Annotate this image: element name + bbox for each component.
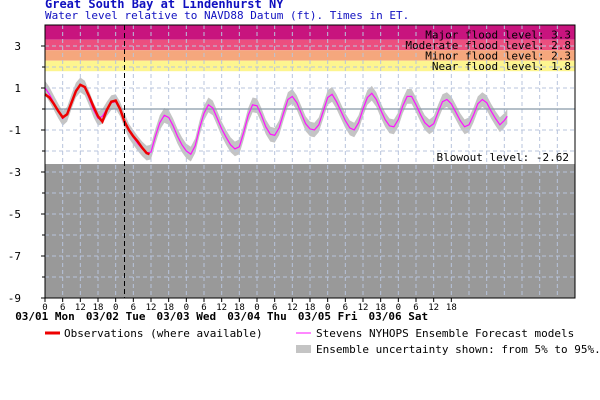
observations-line <box>44 83 150 156</box>
x-tick-label: 0 <box>113 303 118 313</box>
x-tick-label: 6 <box>60 303 65 313</box>
y-tick-label: -3 <box>8 166 21 179</box>
x-tick-label: 0 <box>42 303 47 313</box>
x-tick-label: 18 <box>234 303 245 313</box>
x-tick-label: 0 <box>254 303 259 313</box>
flood-level-label: Near flood level: 1.8 <box>432 60 571 73</box>
x-tick-label: 18 <box>305 303 316 313</box>
flood-level-label: Moderate flood level: 2.8 <box>405 39 571 52</box>
x-tick-label: 6 <box>201 303 206 313</box>
x-tick-label: 0 <box>325 303 330 313</box>
flood-band-2 <box>45 39 575 51</box>
x-tick-label: 12 <box>216 303 227 313</box>
x-tick-label: 12 <box>287 303 298 313</box>
y-tick-label: -1 <box>8 124 21 137</box>
legend-uncertainty-swatch <box>296 345 311 353</box>
x-tick-label: 18 <box>375 303 386 313</box>
x-tick-label: 12 <box>428 303 439 313</box>
flood-level-label: Minor flood level: 2.3 <box>425 50 571 63</box>
x-day-label: 03/02 Tue <box>86 310 146 323</box>
flood-band-4 <box>45 60 575 72</box>
flood-level-label: Major flood level: 3.3 <box>425 29 571 42</box>
x-day-label: 03/05 Fri <box>298 310 358 323</box>
x-tick-label: 12 <box>75 303 86 313</box>
x-tick-label: 6 <box>343 303 348 313</box>
x-tick-label: 0 <box>396 303 401 313</box>
y-tick-label: -5 <box>8 208 21 221</box>
x-tick-label: 6 <box>413 303 418 313</box>
x-tick-label: 18 <box>446 303 457 313</box>
x-day-label: 03/03 Wed <box>157 310 217 323</box>
x-tick-label: 6 <box>131 303 136 313</box>
x-tick-label: 12 <box>358 303 369 313</box>
legend: Observations (where available) Stevens N… <box>45 327 600 356</box>
x-day-label: 03/04 Thu <box>227 310 287 323</box>
legend-forecast-label: Stevens NYHOPS Ensemble Forecast models <box>316 327 574 340</box>
blowout-level-label: Blowout level: -2.62 <box>437 151 569 164</box>
x-day-label: 03/06 Sat <box>369 310 429 323</box>
y-tick-label: -7 <box>8 250 21 263</box>
chart-title: Great South Bay at Lindenhurst NY <box>45 0 284 11</box>
chart-subtitle: Water level relative to NAVD88 Datum (ft… <box>45 9 410 22</box>
legend-observations-label: Observations (where available) <box>64 327 263 340</box>
x-day-label: 03/01 Mon <box>15 310 75 323</box>
x-tick-label: 6 <box>272 303 277 313</box>
legend-uncertainty-label: Ensemble uncertainty shown: from 5% to 9… <box>316 343 600 356</box>
x-tick-label: 18 <box>163 303 174 313</box>
y-tick-label: -9 <box>8 292 21 305</box>
y-tick-label: 3 <box>14 40 21 53</box>
x-tick-label: 0 <box>184 303 189 313</box>
x-tick-label: 18 <box>93 303 104 313</box>
y-tick-label: 1 <box>14 82 21 95</box>
x-tick-label: 12 <box>146 303 157 313</box>
